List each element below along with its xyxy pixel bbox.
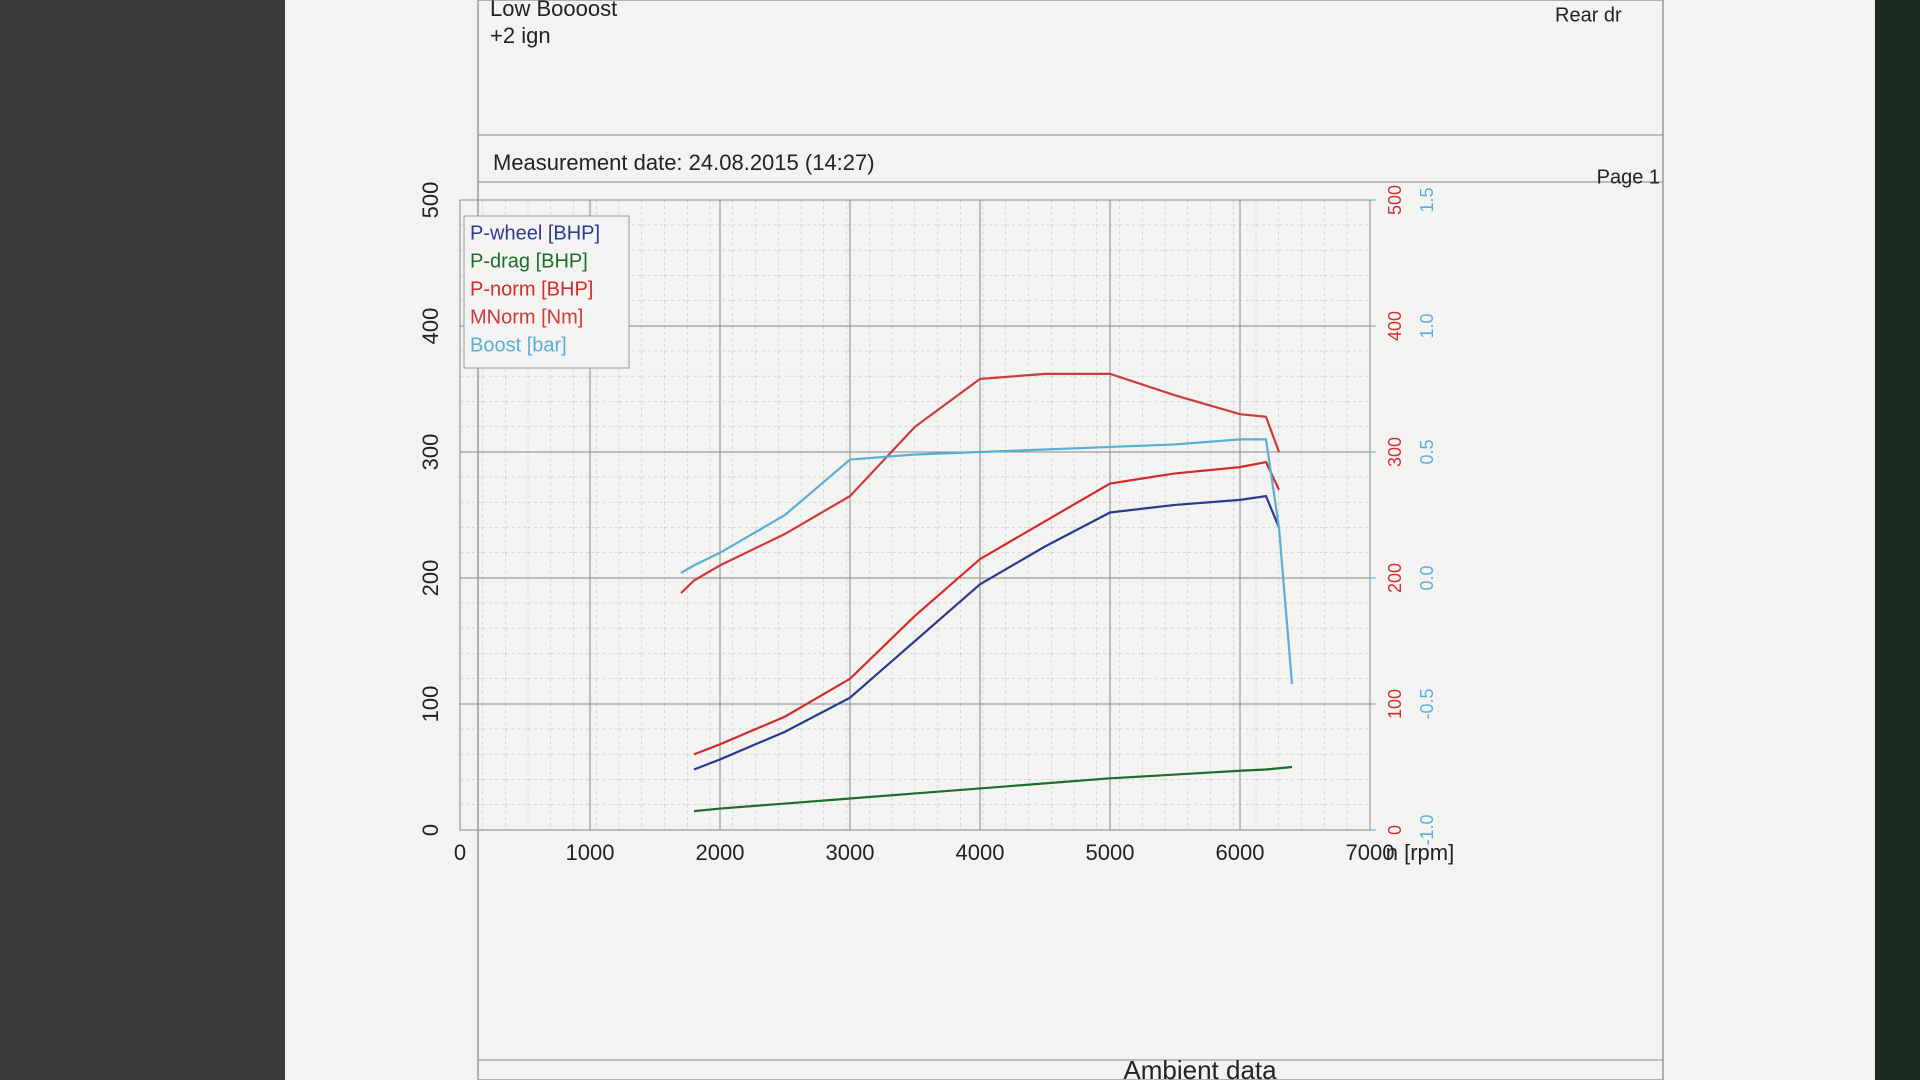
y-tick-label: 500 [418, 182, 443, 219]
x-tick-label: 1000 [566, 840, 615, 865]
right-tick-label: 0.5 [1417, 439, 1437, 464]
right-tick-label: 200 [1385, 563, 1405, 593]
right-tick-label: 1.5 [1417, 187, 1437, 212]
right-tick-label: 100 [1385, 689, 1405, 719]
x-tick-label: 2000 [696, 840, 745, 865]
series-line [693, 460, 1280, 756]
right-tick-label: 0 [1385, 825, 1405, 835]
series-line [693, 765, 1293, 813]
header-line: +2 ign [490, 23, 551, 48]
header-line: Low Boooost [490, 0, 617, 21]
x-axis-label: n [rpm] [1386, 840, 1454, 865]
y-tick-label: 0 [418, 824, 443, 836]
right-tick-label: -0.5 [1417, 688, 1437, 719]
x-tick-label: 6000 [1216, 840, 1265, 865]
right-tick-label: 1.0 [1417, 313, 1437, 338]
series-line [693, 494, 1281, 771]
right-tick-label: 400 [1385, 311, 1405, 341]
series-line [680, 372, 1281, 594]
y-tick-label: 200 [418, 560, 443, 597]
y-tick-label: 300 [418, 434, 443, 471]
x-tick-label: 5000 [1086, 840, 1135, 865]
right-tick-label: -1.0 [1417, 814, 1437, 845]
right-tick-label: 500 [1385, 185, 1405, 215]
legend-entry: P-norm [BHP] [470, 278, 593, 300]
legend-entry: Boost [bar] [470, 334, 567, 356]
measurement-date: Measurement date: 24.08.2015 (14:27) [493, 150, 875, 175]
header-corner: Rear dr [1555, 4, 1622, 26]
series-line [680, 438, 1294, 684]
footer-title: Ambient data [1123, 1055, 1277, 1080]
x-tick-label: 4000 [956, 840, 1005, 865]
x-tick-label: 0 [454, 840, 466, 865]
right-tick-label: 0.0 [1417, 565, 1437, 590]
legend-entry: MNorm [Nm] [470, 306, 583, 328]
right-tick-label: 300 [1385, 437, 1405, 467]
page-number: Page 1 [1597, 166, 1660, 188]
y-tick-label: 400 [418, 308, 443, 345]
legend-entry: P-wheel [BHP] [470, 222, 600, 244]
legend-box [463, 215, 630, 369]
x-tick-label: 3000 [826, 840, 875, 865]
x-tick-label: 7000 [1346, 840, 1395, 865]
y-tick-label: 100 [418, 686, 443, 723]
legend-entry: P-drag [BHP] [470, 250, 588, 272]
